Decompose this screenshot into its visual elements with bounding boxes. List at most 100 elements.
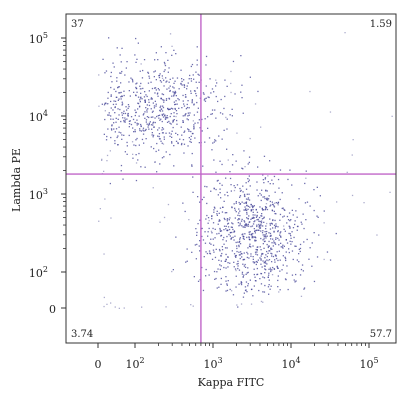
data-point [243,193,246,196]
data-point [313,232,315,234]
data-point [168,120,170,123]
data-point [222,239,224,241]
data-point [197,223,199,225]
data-point [251,237,253,239]
data-point [240,220,243,222]
data-point [244,266,247,268]
data-point [238,244,240,246]
data-point [247,208,249,210]
data-point [135,179,138,182]
data-point [256,261,258,263]
data-point [311,265,313,267]
data-point [239,196,241,198]
data-point [251,217,253,219]
data-point [163,101,165,103]
data-point [305,170,307,172]
data-point [214,256,217,259]
data-point [279,289,281,291]
x-tick-exponent: 2 [139,356,144,365]
data-point [170,123,172,125]
data-point [144,117,146,119]
data-point [242,226,244,228]
data-point [167,203,170,206]
data-point [250,225,252,228]
data-point [143,142,145,144]
data-point [198,119,200,121]
data-point [172,86,174,88]
data-point [139,70,141,72]
data-point [121,47,123,49]
data-point [208,137,211,139]
data-point [304,182,306,185]
data-point [117,118,119,120]
data-point [219,112,222,114]
data-point [267,252,269,254]
data-point [239,224,241,226]
data-point [231,206,233,209]
data-point [168,87,170,89]
data-point [302,270,304,272]
data-point [146,123,148,125]
data-point [147,82,150,84]
data-point [218,286,220,288]
data-point [235,241,237,244]
data-point [277,259,279,262]
data-point [260,223,262,225]
data-point [113,88,115,90]
data-point [284,278,287,280]
data-point [323,222,325,224]
data-point [282,216,284,218]
data-point [285,259,287,262]
data-point [218,248,221,251]
data-point [185,108,188,110]
data-point [138,115,140,117]
data-point [157,92,159,94]
data-point [268,274,270,276]
data-point [274,212,276,215]
data-point [173,115,175,117]
data-point [164,63,166,65]
data-point [145,107,147,109]
data-point [118,92,120,94]
data-point [235,275,237,277]
data-point [260,300,263,303]
data-point [162,99,164,101]
data-point [126,141,128,144]
data-point [256,219,258,221]
data-point [253,273,255,276]
data-point [136,82,138,84]
data-point [242,191,244,193]
data-point [146,111,148,113]
data-point [271,209,273,211]
data-point [119,92,121,94]
data-point [255,209,257,211]
data-point [260,258,262,260]
data-point [246,213,248,215]
data-point [127,112,129,115]
data-point [224,247,227,249]
data-point [122,178,124,180]
data-point [175,132,177,134]
data-point [269,222,271,225]
data-point [163,216,166,219]
data-point [222,206,224,208]
data-point [229,232,232,234]
data-point [275,257,278,260]
data-point [279,198,281,201]
data-point [240,189,242,192]
data-point [284,256,286,258]
data-point [254,251,257,253]
data-point [191,102,193,104]
data-point [239,195,242,197]
data-point [279,270,281,272]
data-point [214,207,216,209]
data-point [117,144,119,146]
data-point [202,92,205,94]
data-point [165,132,167,134]
data-point [160,46,162,48]
data-point [262,234,264,236]
data-point [154,87,156,89]
data-point [209,78,211,80]
data-point [277,204,279,206]
data-point [239,237,241,239]
